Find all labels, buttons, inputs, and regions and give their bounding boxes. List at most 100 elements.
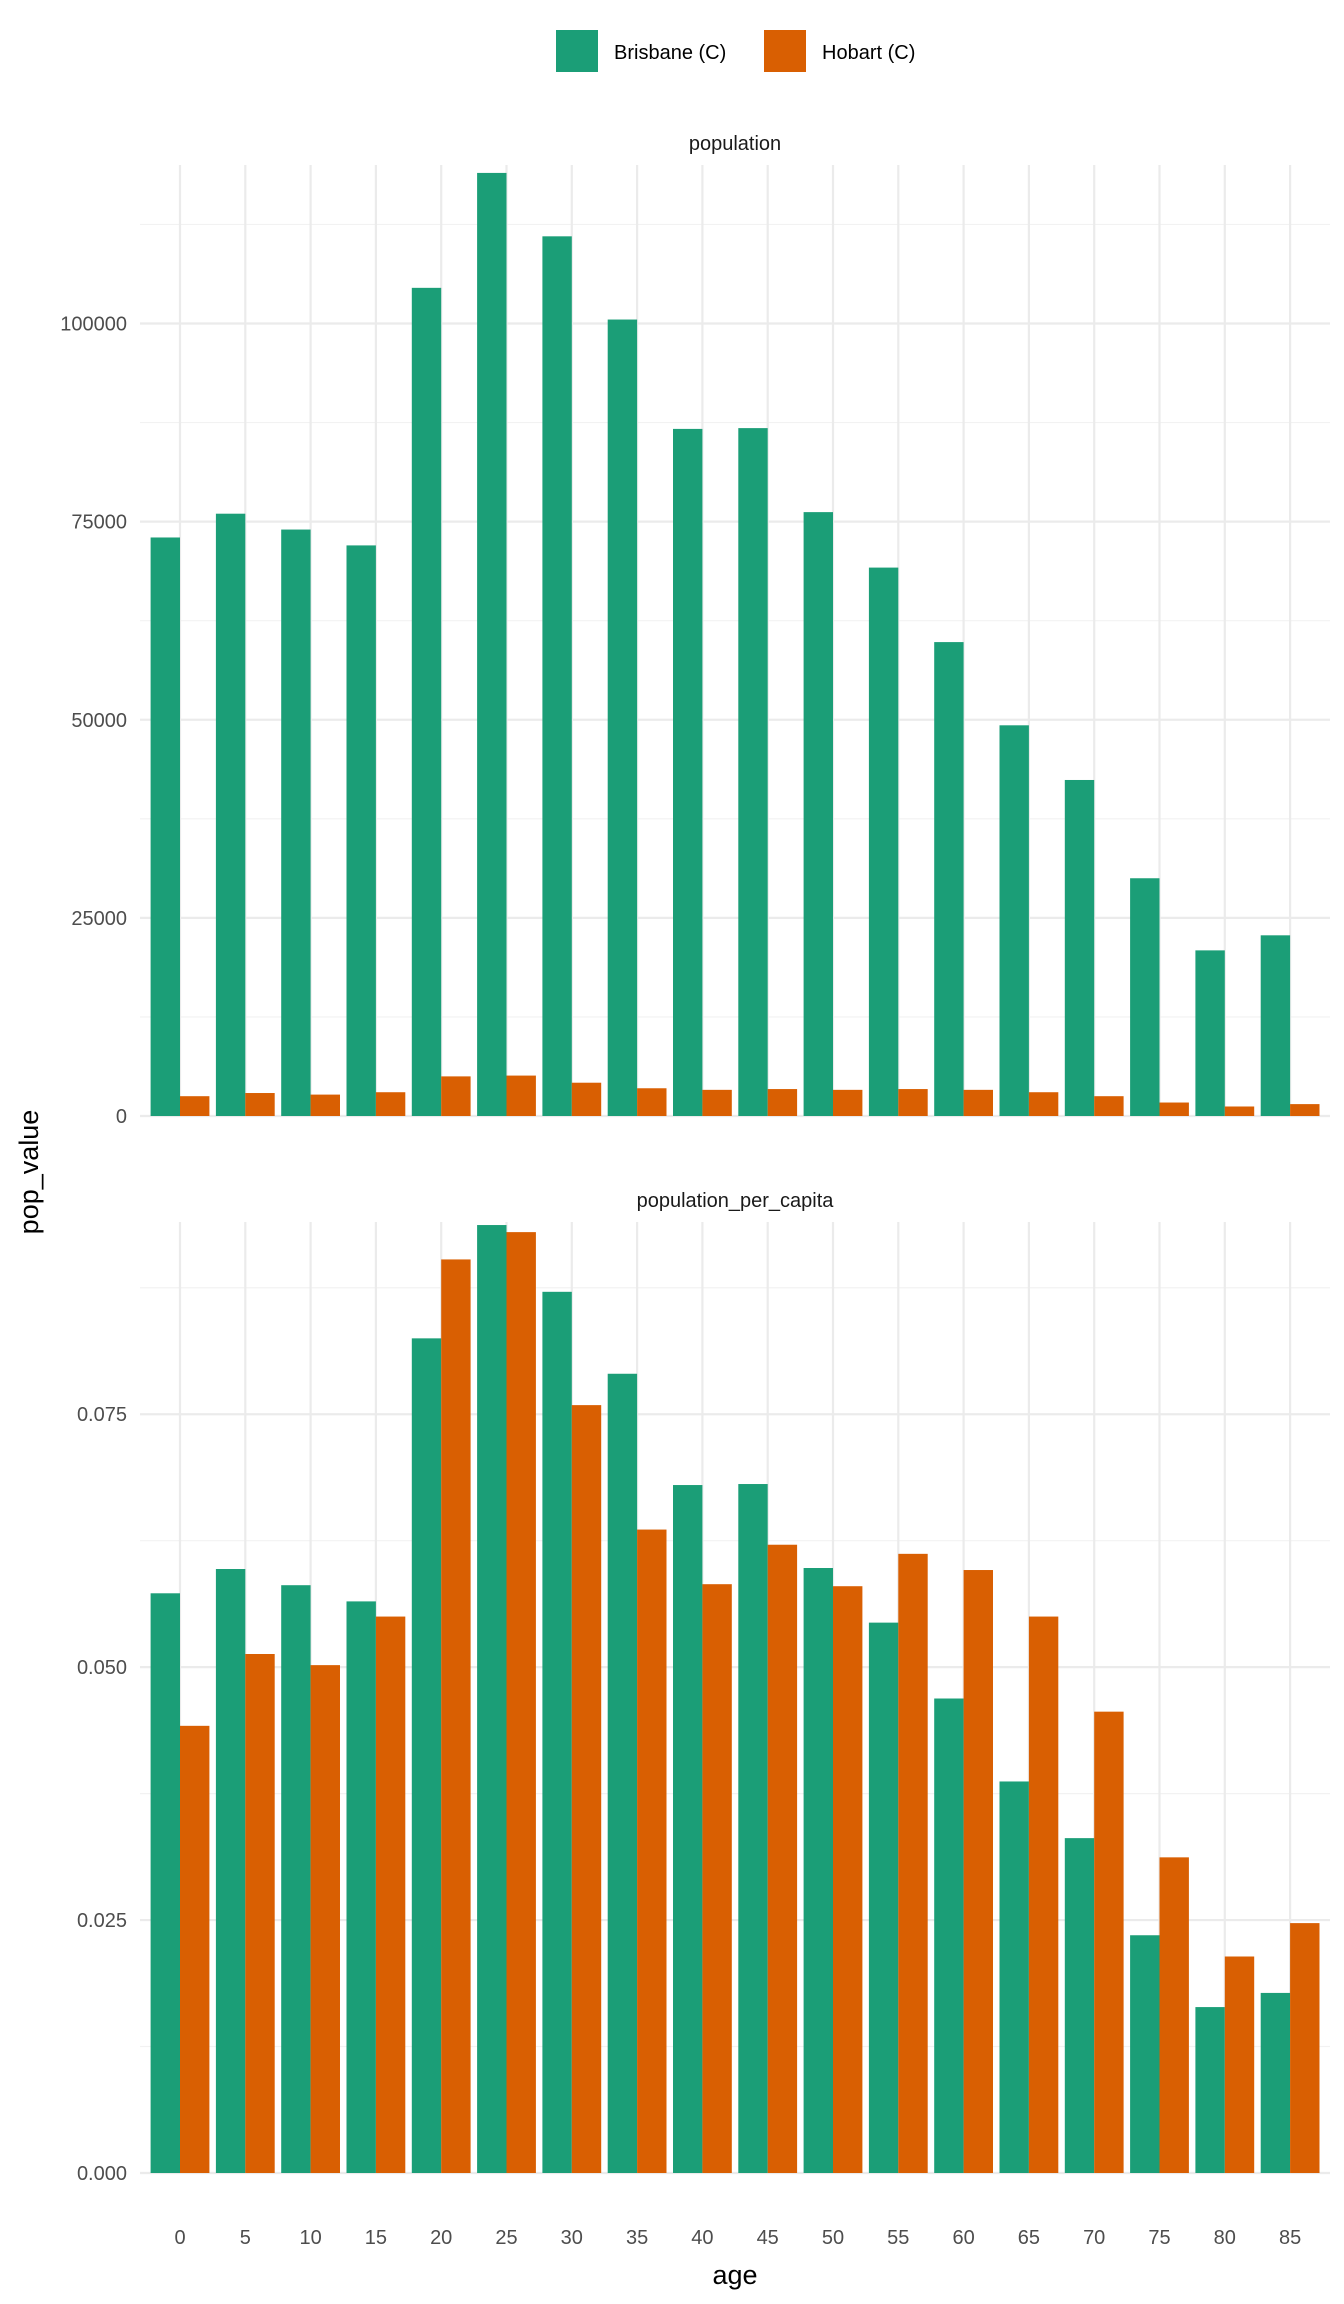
bar-hobart-age-10 <box>310 1094 340 1116</box>
bar-hobart-age-50 <box>833 1586 863 2173</box>
x-tick-label: 70 <box>1083 2227 1105 2249</box>
bar-brisbane-age-25 <box>477 172 507 1117</box>
bar-hobart-age-80 <box>1224 1956 1255 2173</box>
bar-hobart-age-5 <box>245 1093 275 1116</box>
bar-brisbane-age-80 <box>1195 2007 1225 2173</box>
bar-hobart-age-60 <box>963 1089 993 1116</box>
x-tick-label: 65 <box>1018 2227 1040 2249</box>
bar-brisbane-age-10 <box>281 1585 311 2173</box>
bar-brisbane-age-50 <box>803 1568 833 2173</box>
bar-hobart-age-70 <box>1094 1096 1124 1116</box>
x-tick-label: 60 <box>952 2227 974 2249</box>
y-tick-labels: 0 25000 50000 75000 100000 <box>60 314 127 1129</box>
bar-brisbane-age-20 <box>411 287 442 1117</box>
y-tick-label: 25000 <box>71 908 127 930</box>
bar-brisbane-age-60 <box>934 1698 964 2173</box>
y-tick-label: 0.075 <box>77 1404 127 1426</box>
bar-hobart-age-20 <box>441 1076 471 1117</box>
bar-hobart-age-35 <box>637 1088 667 1116</box>
x-tick-label: 30 <box>561 2227 583 2249</box>
bar-hobart-age-25 <box>506 1075 536 1116</box>
bar-hobart-age-65 <box>1028 1092 1059 1116</box>
bar-hobart-age-65 <box>1028 1616 1059 2173</box>
y-tick-label: 0 <box>116 1106 127 1128</box>
bar-brisbane-age-55 <box>868 1622 899 2173</box>
bar-brisbane-age-0 <box>150 537 180 1116</box>
bar-brisbane-age-80 <box>1195 950 1225 1116</box>
bar-hobart-age-25 <box>506 1232 536 2173</box>
bar-hobart-age-30 <box>571 1405 602 2173</box>
x-tick-label: 85 <box>1279 2227 1301 2249</box>
bar-brisbane-age-65 <box>999 1781 1029 2173</box>
bar-brisbane-age-5 <box>215 513 246 1116</box>
bar-hobart-age-30 <box>571 1082 602 1116</box>
bar-hobart-age-70 <box>1094 1711 1124 2173</box>
x-tick-label: 40 <box>691 2227 713 2249</box>
bar-hobart-age-80 <box>1224 1106 1255 1116</box>
x-tick-label: 0 <box>174 2227 185 2249</box>
y-tick-label: 0.000 <box>77 2163 127 2185</box>
x-tick-label: 45 <box>757 2227 779 2249</box>
y-tick-labels: 0.000 0.025 0.050 0.075 <box>77 1404 127 2185</box>
bar-brisbane-age-60 <box>934 642 964 1116</box>
bar-brisbane-age-35 <box>607 1373 638 2173</box>
bar-hobart-age-75 <box>1159 1102 1189 1116</box>
bar-hobart-age-85 <box>1290 1104 1320 1116</box>
legend-label-brisbane: Brisbane (C) <box>614 42 726 64</box>
bar-brisbane-age-70 <box>1064 779 1095 1116</box>
bar-brisbane-age-40 <box>673 428 703 1116</box>
bar-brisbane-age-75 <box>1130 878 1160 1116</box>
bars <box>150 1225 1320 2173</box>
y-axis-title: pop_value <box>14 1110 44 1235</box>
x-tick-label: 25 <box>495 2227 517 2249</box>
bar-hobart-age-40 <box>702 1089 732 1116</box>
bar-hobart-age-0 <box>180 1096 210 1116</box>
bar-brisbane-age-55 <box>868 567 899 1116</box>
bar-hobart-age-0 <box>180 1725 210 2173</box>
x-tick-label: 75 <box>1148 2227 1170 2249</box>
bar-brisbane-age-20 <box>411 1338 442 2173</box>
x-tick-label: 5 <box>240 2227 251 2249</box>
x-tick-label: 15 <box>365 2227 387 2249</box>
bar-brisbane-age-15 <box>346 545 376 1116</box>
x-axis-title: age <box>712 2260 757 2290</box>
bar-hobart-age-20 <box>441 1259 471 2173</box>
bar-hobart-age-5 <box>245 1654 275 2173</box>
legend-swatch-hobart <box>764 30 806 72</box>
x-tick-label: 20 <box>430 2227 452 2249</box>
y-tick-label: 0.050 <box>77 1657 127 1679</box>
x-tick-label: 35 <box>626 2227 648 2249</box>
bar-hobart-age-60 <box>963 1570 993 2173</box>
bar-brisbane-age-40 <box>673 1485 703 2173</box>
x-tick-label: 10 <box>299 2227 321 2249</box>
bar-brisbane-age-70 <box>1064 1838 1095 2173</box>
bar-brisbane-age-45 <box>738 1484 768 2173</box>
bar-brisbane-age-45 <box>738 428 768 1116</box>
y-tick-label: 50000 <box>71 710 127 732</box>
x-tick-label: 55 <box>887 2227 909 2249</box>
x-tick-labels: 0 5 10 15 20 25 30 35 40 45 50 55 60 65 70 75 80 85 <box>174 2227 1301 2249</box>
bar-hobart-age-35 <box>637 1529 667 2173</box>
bar-brisbane-age-25 <box>477 1225 507 2173</box>
legend: Brisbane (C) Hobart (C) <box>556 30 915 72</box>
bar-hobart-age-55 <box>898 1553 928 2173</box>
bar-hobart-age-15 <box>375 1616 406 2173</box>
bar-brisbane-age-35 <box>607 319 638 1116</box>
facet-population: population 0 25000 50000 75000 100000 <box>60 133 1330 1128</box>
bar-hobart-age-15 <box>375 1092 406 1116</box>
y-tick-label: 0.025 <box>77 1910 127 1932</box>
facet-population-per-capita: population_per_capita 0.0000.0250.0500.0… <box>77 1190 1330 2185</box>
legend-label-hobart: Hobart (C) <box>822 42 915 64</box>
bar-hobart-age-85 <box>1290 1923 1320 2173</box>
legend-swatch-brisbane <box>556 30 598 72</box>
bars <box>150 172 1320 1117</box>
y-tick-label: 100000 <box>60 314 127 336</box>
x-tick-label: 80 <box>1214 2227 1236 2249</box>
bar-brisbane-age-85 <box>1260 935 1291 1116</box>
bar-brisbane-age-15 <box>346 1601 376 2173</box>
facet-title-population: population <box>689 133 781 155</box>
bar-brisbane-age-30 <box>542 1291 572 2173</box>
bar-hobart-age-40 <box>702 1584 732 2173</box>
bar-hobart-age-75 <box>1159 1857 1189 2173</box>
